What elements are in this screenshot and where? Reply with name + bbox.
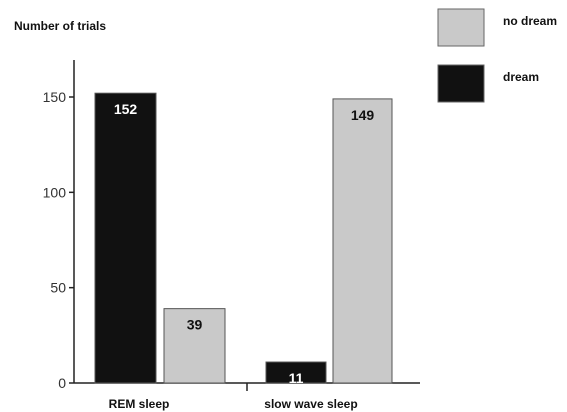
y-axis-label: Number of trials [14,19,106,33]
y-tick-label: 150 [43,89,67,105]
bar-dream-1 [94,92,157,384]
legend-label-dream: dream [503,70,539,84]
bar-value-label: 39 [187,317,203,333]
bar-value-label: 152 [114,101,138,117]
bar-no-dream-1 [163,308,226,384]
y-tick-label: 0 [58,375,66,391]
bar-dream-2 [265,361,327,384]
bar-no-dream-2 [332,98,393,384]
bar-value-label: 149 [351,107,375,123]
y-tick-label: 100 [43,184,67,200]
category-label: REM sleep [109,397,170,411]
y-tick-label: 50 [50,280,66,296]
legend-label-no-dream: no dream [503,14,557,28]
legend-swatch-no-dream [437,8,485,47]
bars: 152 11 39 149 [94,92,393,386]
legend: no dream dream [437,8,557,103]
y-ticks: 0 50 100 150 [43,89,74,391]
bar-value-label: 11 [289,370,304,386]
legend-swatch-dream [437,64,485,103]
category-label: slow wave sleep [264,397,357,411]
category-labels: REM sleep slow wave sleep [109,397,358,411]
